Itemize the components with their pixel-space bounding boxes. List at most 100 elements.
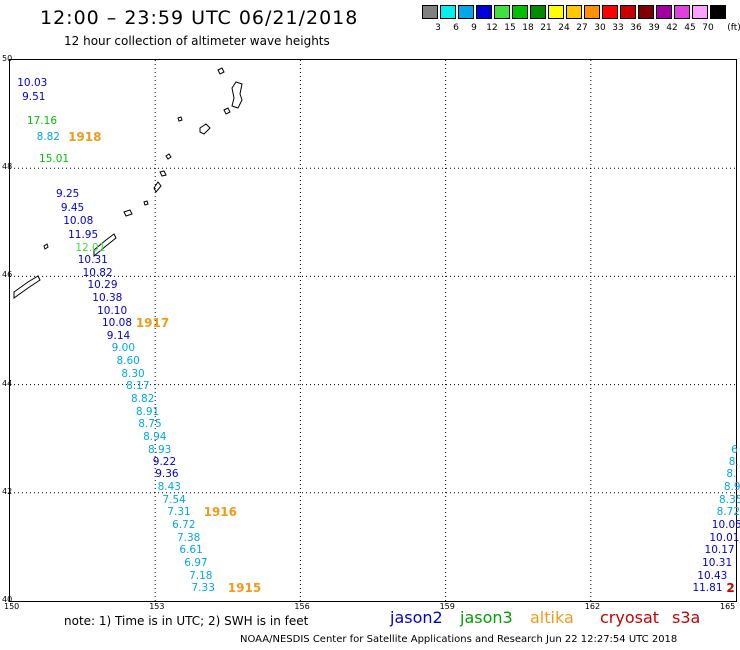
- wave-height-observation: 8.17: [126, 380, 150, 393]
- footer-note: note: 1) Time is in UTC; 2) SWH is in fe…: [64, 614, 309, 628]
- wave-height-observation: 10.08: [63, 215, 94, 228]
- island-outline: [177, 116, 183, 122]
- scale-swatch: [602, 5, 618, 19]
- scale-label: 30: [594, 23, 606, 33]
- latitude-tick-label: 42: [2, 486, 13, 496]
- latitude-tick-label: 44: [2, 378, 13, 388]
- latitude-tick-label: 40: [2, 595, 13, 604]
- pass-time-label: 1916: [203, 505, 237, 520]
- scale-swatch: [440, 5, 456, 19]
- wave-height-observation: 17.16: [26, 115, 57, 128]
- scale-swatch: [548, 5, 564, 19]
- scale-label: 39: [648, 23, 660, 33]
- scale-swatch: [530, 5, 546, 19]
- pass-time-label: 1915: [227, 581, 262, 596]
- island-outline: [231, 81, 243, 109]
- longitude-tick-label: 159: [439, 602, 455, 611]
- map-canvas: [10, 60, 736, 601]
- scale-swatch: [476, 5, 492, 19]
- wave-height-observation: 8.82: [36, 131, 60, 144]
- wave-height-observation: 11.81: [692, 582, 723, 595]
- scale-swatch: [422, 5, 438, 19]
- longitude-tick-label: 153: [149, 602, 165, 611]
- legend-satellite-jason2: jason2: [390, 608, 443, 627]
- scale-label: 24: [558, 23, 570, 33]
- wave-height-observation: 7.18: [189, 569, 213, 582]
- scale-swatch: [494, 5, 510, 19]
- island-outline: [223, 107, 231, 115]
- scale-swatch: [674, 5, 690, 19]
- page-title: 12:00 – 23:59 UTC 06/21/2018: [40, 7, 359, 29]
- scale-label: 27: [576, 23, 588, 33]
- scale-swatch: [566, 5, 582, 19]
- wave-height-observation: 10.17: [704, 544, 735, 557]
- wave-height-observation: 11.95: [68, 228, 99, 241]
- island-outline: [123, 209, 133, 217]
- wave-height-observation: 9.00: [111, 342, 136, 355]
- wave-height-observation: 8.93: [147, 443, 172, 456]
- wave-height-observation: 12.01: [75, 242, 106, 255]
- scale-label: 15: [504, 23, 516, 33]
- wave-height-observation: 6.72: [172, 519, 196, 532]
- scale-label: 21: [540, 23, 552, 33]
- wave-height-observation: 10.01: [709, 531, 740, 544]
- page-subtitle: 12 hour collection of altimeter wave hei…: [64, 34, 330, 48]
- latitude-tick-label: 48: [2, 162, 13, 172]
- scale-swatch: [512, 5, 528, 19]
- scale-swatch: [692, 5, 708, 19]
- wave-height-observation: 9.14: [106, 329, 131, 342]
- wave-height-observation: 7.54: [162, 493, 186, 506]
- scale-swatch: [656, 5, 672, 19]
- wave-height-observation: 10.03: [17, 77, 48, 90]
- scale-label: 36: [630, 23, 642, 33]
- wave-height-observation: 8.94: [143, 430, 167, 443]
- wave-height-observation: 7.33: [191, 582, 215, 595]
- credit-line: NOAA/NESDIS Center for Satellite Applica…: [240, 634, 678, 645]
- scale-unit: (ft): [727, 23, 740, 33]
- scale-swatch: [584, 5, 600, 19]
- wave-height-observation: 7.31: [167, 506, 191, 519]
- scale-swatch: [620, 5, 636, 19]
- wave-height-observation: 8.91: [135, 405, 160, 418]
- legend-satellite-altika: altika: [530, 608, 574, 627]
- island-outline: [93, 233, 117, 258]
- scale-label: 45: [684, 23, 696, 33]
- island-outline: [165, 153, 172, 160]
- wave-height-observation: 6.61: [179, 544, 203, 557]
- island-outline: [199, 123, 211, 135]
- wave-height-observation: 8.60: [116, 354, 140, 367]
- longitude-tick-label: 165: [720, 602, 736, 611]
- wave-height-observation: 10.10: [97, 304, 128, 317]
- wave-height-observation: 8.72: [716, 506, 740, 519]
- island-outline: [217, 67, 225, 75]
- pass-time-label: 1918: [68, 130, 102, 145]
- scale-swatch: [458, 5, 474, 19]
- legend-satellite-jason3: jason3: [460, 608, 513, 627]
- scale-label: 6: [453, 23, 459, 33]
- wave-height-observation: 9.45: [60, 201, 85, 214]
- wave-height-observation: 9.22: [152, 456, 177, 469]
- island-outline: [13, 275, 41, 299]
- wave-height-observation: 8.30: [121, 367, 145, 380]
- pass-time-label: 1917: [135, 316, 170, 330]
- wave-height-observation: 9.36: [155, 468, 179, 481]
- scale-label: 42: [666, 23, 678, 33]
- island-outline: [43, 243, 49, 250]
- wave-height-observation: 10.82: [82, 266, 113, 279]
- pass-time-label: 2: [726, 581, 735, 596]
- longitude-tick-label: 162: [584, 602, 601, 611]
- wave-height-observation: 8.: [728, 456, 739, 469]
- latitude-tick-label: 46: [2, 270, 13, 280]
- scale-label: 3: [435, 23, 441, 33]
- island-outline: [159, 170, 167, 177]
- latitude-tick-label: 50: [2, 54, 13, 63]
- scale-label: 70: [702, 23, 714, 33]
- map-panel: [9, 59, 737, 602]
- longitude-tick-label: 156: [294, 602, 310, 611]
- island-outline: [153, 181, 162, 193]
- scale-label: 12: [486, 23, 498, 33]
- island-outline: [143, 200, 149, 206]
- scale-label: 33: [612, 23, 624, 33]
- wave-height-observation: 6.97: [184, 557, 208, 570]
- scale-label: 9: [471, 23, 477, 33]
